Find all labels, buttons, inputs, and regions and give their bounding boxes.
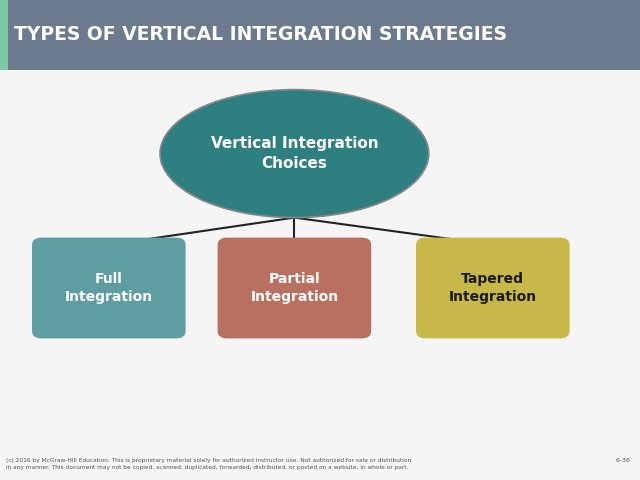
FancyBboxPatch shape	[0, 0, 640, 70]
Text: Tapered
Integration: Tapered Integration	[449, 272, 537, 304]
FancyBboxPatch shape	[32, 238, 186, 338]
Ellipse shape	[160, 90, 429, 217]
Text: 6–36: 6–36	[616, 458, 630, 463]
Text: Vertical Integration
Choices: Vertical Integration Choices	[211, 136, 378, 171]
Text: TYPES OF VERTICAL INTEGRATION STRATEGIES: TYPES OF VERTICAL INTEGRATION STRATEGIES	[14, 25, 507, 44]
FancyBboxPatch shape	[218, 238, 371, 338]
Text: Partial
Integration: Partial Integration	[250, 272, 339, 304]
FancyBboxPatch shape	[5, 0, 8, 70]
Text: (c) 2016 by McGraw-Hill Education. This is proprietary material solely for autho: (c) 2016 by McGraw-Hill Education. This …	[6, 458, 412, 470]
Text: Full
Integration: Full Integration	[65, 272, 153, 304]
FancyBboxPatch shape	[0, 0, 5, 70]
FancyBboxPatch shape	[416, 238, 570, 338]
